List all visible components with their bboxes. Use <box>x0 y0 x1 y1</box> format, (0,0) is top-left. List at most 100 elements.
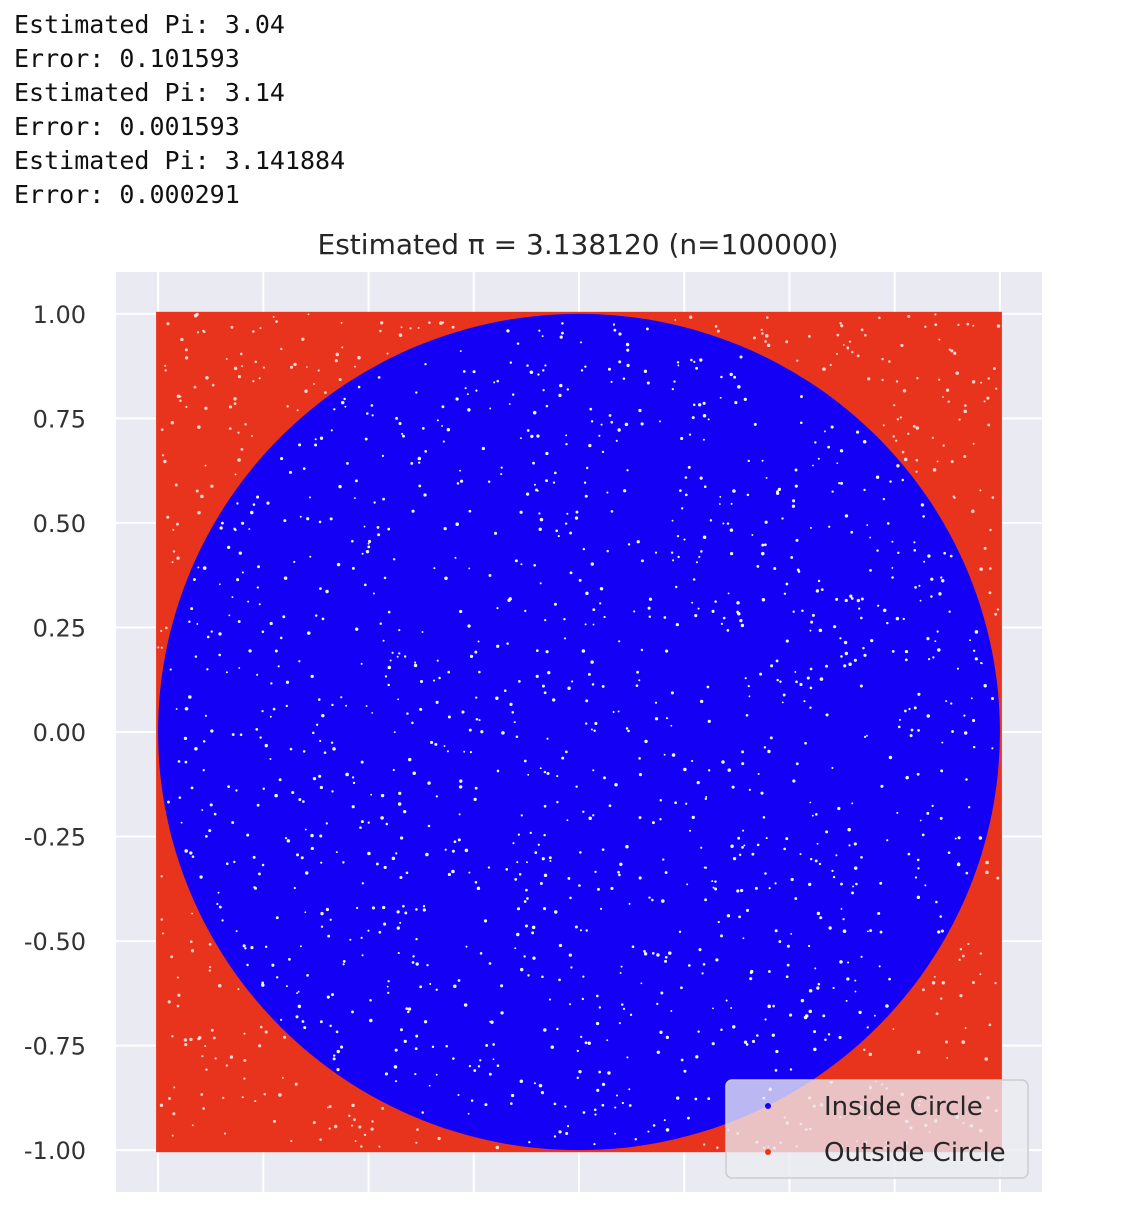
scatter-gap <box>613 328 617 332</box>
scatter-gap <box>468 871 471 874</box>
scatter-gap <box>541 335 544 338</box>
scatter-gap <box>342 861 345 864</box>
scatter-gap <box>284 837 288 840</box>
scatter-gap <box>386 985 389 988</box>
scatter-gap <box>543 804 547 808</box>
scatter-gap <box>218 632 222 636</box>
scatter-gap <box>895 616 900 621</box>
scatter-gap <box>384 1072 389 1076</box>
scatter-gap <box>547 670 551 675</box>
scatter-gap <box>824 1038 827 1042</box>
scatter-gap <box>415 908 418 911</box>
scatter-gap <box>570 966 573 969</box>
scatter-gap <box>538 527 542 531</box>
scatter-gap <box>429 982 432 985</box>
scatter-gap <box>304 389 308 393</box>
scatter-gap <box>387 527 391 531</box>
scatter-gap <box>595 1021 600 1026</box>
scatter-gap <box>208 969 211 972</box>
scatter-gap <box>371 414 374 417</box>
scatter-gap <box>536 434 540 438</box>
scatter-gap <box>601 1082 606 1087</box>
scatter-gap <box>707 719 711 723</box>
scatter-gap <box>738 853 742 857</box>
scatter-gap <box>397 802 402 806</box>
scatter-gap <box>470 1099 474 1102</box>
scatter-gap <box>177 993 181 997</box>
scatter-gap <box>392 768 395 772</box>
scatter-gap <box>866 734 868 737</box>
scatter-gap <box>414 1072 417 1076</box>
scatter-gap <box>473 797 477 802</box>
scatter-gap <box>516 861 519 864</box>
scatter-gap <box>217 983 222 988</box>
scatter-gap <box>946 1056 949 1059</box>
scatter-gap <box>528 1140 531 1144</box>
scatter-gap <box>278 1093 282 1097</box>
scatter-gap <box>459 779 463 783</box>
scatter-gap <box>840 481 844 485</box>
scatter-gap <box>319 1138 322 1141</box>
scatter-gap <box>171 1035 174 1038</box>
scatter-gap <box>457 979 461 982</box>
scatter-gap <box>235 930 238 933</box>
scatter-gap <box>831 490 834 493</box>
scatter-gap <box>238 667 241 669</box>
scatter-gap <box>869 929 873 933</box>
scatter-gap <box>699 699 704 704</box>
scatter-gap <box>744 677 747 680</box>
scatter-gap <box>537 843 540 846</box>
scatter-gap <box>509 702 513 706</box>
scatter-gap <box>950 349 954 353</box>
scatter-gap <box>159 1103 164 1107</box>
scatter-gap <box>310 846 314 851</box>
scatter-gap <box>844 598 848 603</box>
scatter-gap <box>840 655 843 658</box>
scatter-gap <box>349 938 352 941</box>
scatter-gap <box>508 403 511 405</box>
scatter-gap <box>968 806 971 809</box>
scatter-gap <box>548 998 552 1001</box>
scatter-gap <box>500 1011 504 1015</box>
scatter-gap <box>979 489 982 492</box>
scatter-gap <box>591 683 595 686</box>
scatter-gap <box>398 628 401 632</box>
scatter-gap <box>625 845 629 849</box>
scatter-gap <box>542 369 545 372</box>
scatter-gap <box>167 1000 171 1004</box>
scatter-gap <box>900 343 904 348</box>
scatter-gap <box>923 560 926 563</box>
scatter-gap <box>768 887 771 890</box>
scatter-gap <box>459 469 462 472</box>
scatter-gap <box>770 664 774 668</box>
scatter-gap <box>166 515 170 519</box>
scatter-gap <box>684 493 688 497</box>
scatter-gap <box>438 676 441 680</box>
scatter-gap <box>961 954 965 958</box>
scatter-gap <box>829 363 832 367</box>
inside-region <box>158 313 1000 1151</box>
scatter-gap <box>862 646 865 650</box>
scatter-gap <box>950 460 954 464</box>
scatter-gap <box>171 1134 174 1137</box>
scatter-gap <box>551 698 556 702</box>
scatter-gap <box>732 489 736 493</box>
scatter-gap <box>223 1132 227 1135</box>
scatter-gap <box>202 769 205 772</box>
scatter-gap <box>496 769 500 773</box>
scatter-gap <box>318 774 322 778</box>
scatter-gap <box>756 564 760 568</box>
scatter-gap <box>351 566 355 570</box>
y-axis-ticks: -1.00-0.75-0.50-0.250.000.250.500.751.00 <box>24 301 86 1165</box>
scatter-gap <box>889 480 892 483</box>
scatter-gap <box>847 961 850 964</box>
scatter-gap <box>554 471 557 475</box>
scatter-gap <box>558 978 561 982</box>
scatter-gap <box>953 351 957 355</box>
scatter-gap <box>320 861 323 864</box>
scatter-gap <box>272 707 276 711</box>
scatter-gap <box>334 359 338 363</box>
scatter-gap <box>353 1118 356 1121</box>
scatter-gap <box>535 674 539 678</box>
scatter-gap <box>467 624 471 628</box>
